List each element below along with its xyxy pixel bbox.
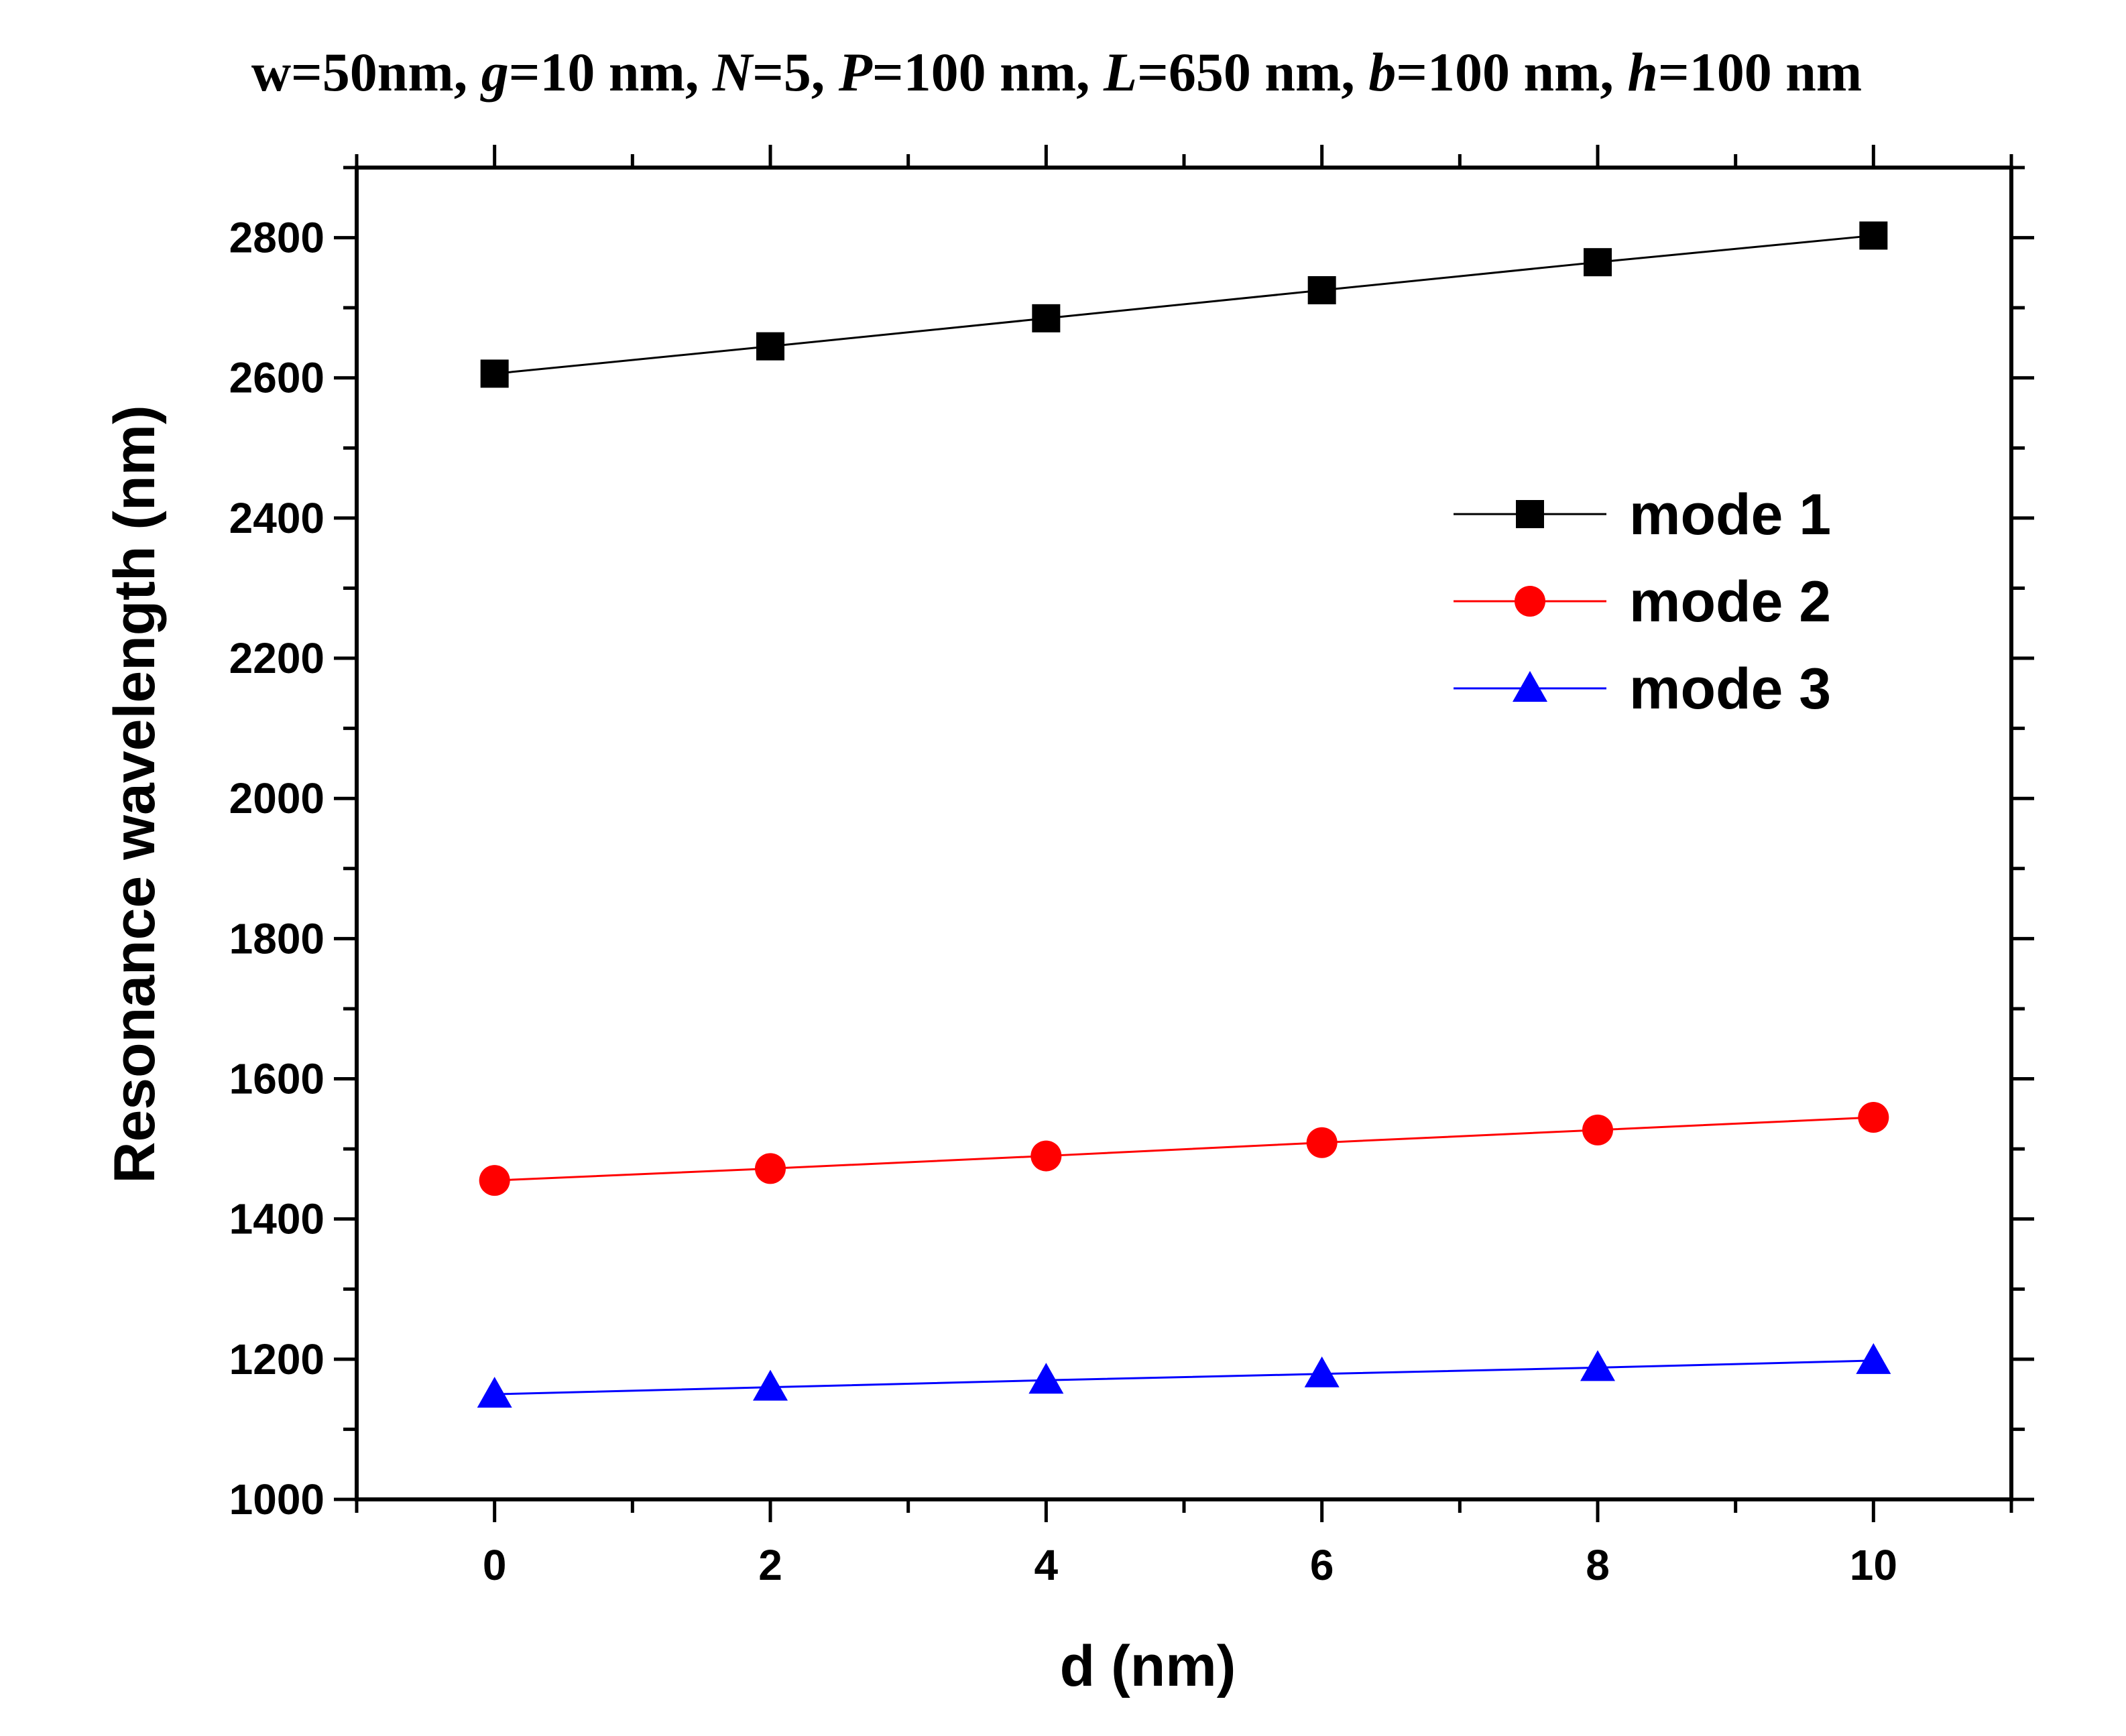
data-point: [1032, 304, 1061, 332]
data-point: [1030, 1140, 1062, 1172]
y-axis-label: Resonance wavelength (nm): [103, 405, 167, 1183]
x-tick-label: 4: [1035, 1541, 1059, 1589]
data-point: [1858, 1102, 1889, 1133]
y-tick-label: 2400: [229, 494, 324, 542]
data-point: [479, 1165, 510, 1196]
data-point: [1582, 1114, 1613, 1145]
y-tick-label: 2200: [229, 634, 324, 682]
series-line: [494, 1116, 1874, 1182]
x-tick-label: 6: [1310, 1541, 1334, 1589]
chart-title-part: =5,: [752, 42, 839, 103]
data-point: [1584, 248, 1612, 277]
legend-item: mode 3: [1454, 657, 1831, 721]
data-point: [1306, 1127, 1338, 1158]
chart-title-part: h: [1627, 42, 1658, 103]
y-tick-label: 2600: [229, 354, 324, 402]
chart-title-part: =100 nm: [1658, 42, 1862, 103]
legend-marker: [1513, 671, 1547, 702]
y-tick-label: 1400: [229, 1195, 324, 1243]
y-tick-label: 2800: [229, 214, 324, 262]
chart-title-part: =100 nm,: [872, 42, 1104, 103]
data-point: [755, 1153, 786, 1184]
x-tick-label: 2: [758, 1541, 782, 1589]
y-tick-label: 1200: [229, 1335, 324, 1383]
chart-title-part: g: [480, 42, 509, 103]
data-point: [1580, 1350, 1615, 1381]
data-point: [1307, 276, 1336, 305]
legend-label: mode 3: [1629, 657, 1831, 721]
y-tick-label: 1800: [229, 914, 324, 963]
chart-title-part: P: [838, 42, 873, 103]
series-1: [480, 221, 1888, 388]
chart-title: w=50nm, g=10 nm, N=5, P=100 nm, L=650 nm…: [251, 42, 1862, 103]
chart-title-part: L: [1103, 42, 1137, 103]
chart-title-part: =650 nm,: [1137, 42, 1368, 103]
legend: mode 1 mode 2 mode 3: [1454, 483, 1831, 721]
data-point: [480, 359, 509, 388]
x-axis-label: d (nm): [1060, 1634, 1236, 1698]
data-point: [756, 332, 784, 361]
y-tick-label: 2000: [229, 774, 324, 822]
chart-title-part: =10 nm,: [509, 42, 713, 103]
legend-label: mode 2: [1629, 570, 1831, 634]
chart-title-part: =100 nm,: [1396, 42, 1627, 103]
data-point: [1028, 1363, 1064, 1394]
chart-title-part: b: [1368, 42, 1396, 103]
data-point: [1859, 221, 1888, 250]
y-tick-label: 1600: [229, 1055, 324, 1103]
series-line: [494, 234, 1874, 375]
data-point: [477, 1377, 512, 1408]
chart-title-part: N: [712, 42, 754, 103]
legend-marker: [1516, 500, 1544, 528]
x-tick-label: 10: [1850, 1541, 1897, 1589]
chart-title-part: w=50nm,: [251, 42, 481, 103]
legend-marker: [1515, 586, 1545, 617]
legend-item: mode 1: [1454, 483, 1831, 547]
x-tick-label: 8: [1586, 1541, 1610, 1589]
series-3: [477, 1343, 1891, 1408]
data-point: [1856, 1343, 1891, 1374]
series-2: [479, 1102, 1889, 1196]
data-point: [1304, 1356, 1340, 1387]
y-tick-label: 1000: [229, 1475, 324, 1524]
plot-frame: [355, 166, 2013, 1501]
data-point: [753, 1369, 788, 1401]
series-line: [494, 1359, 1874, 1396]
x-tick-label: 0: [483, 1541, 507, 1589]
legend-item: mode 2: [1454, 570, 1831, 634]
legend-label: mode 1: [1629, 483, 1831, 547]
